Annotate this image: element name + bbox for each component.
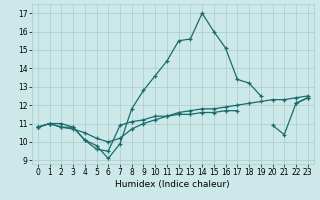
X-axis label: Humidex (Indice chaleur): Humidex (Indice chaleur)	[116, 180, 230, 189]
